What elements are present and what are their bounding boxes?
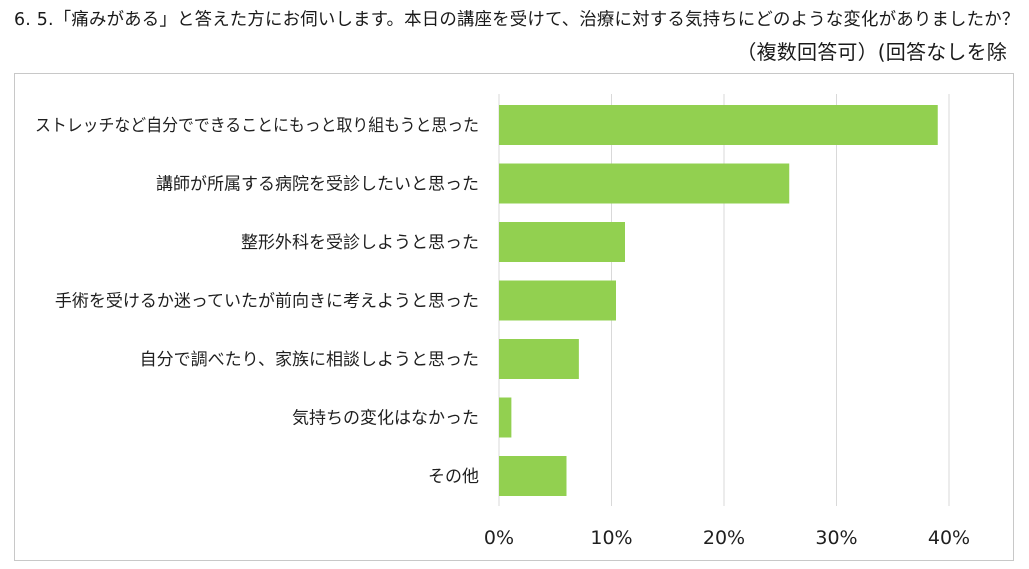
category-label: 自分で調べたり、家族に相談しようと思った <box>140 350 479 370</box>
bar-2 <box>499 163 790 204</box>
category-label: 手術を受けるか迷っていたが前向きに考えようと思った <box>55 292 479 312</box>
category-label: ストレッチなど自分でできることにもっと取り組もうと思った <box>35 116 479 136</box>
chart-subtitle: （複数回答可）(回答なしを除 <box>736 40 1007 64</box>
x-tick-label: 30% <box>815 527 857 549</box>
category-label: 講師が所属する病院を受診したいと思った <box>156 175 479 195</box>
chart-title: 6. 5.「痛みがある」と答えた方にお伺いします。本日の講座を受けて、治療に対す… <box>14 10 1020 30</box>
bars <box>499 105 938 496</box>
bar-4 <box>499 280 616 321</box>
bar-7 <box>499 456 567 496</box>
category-label: その他 <box>428 467 479 487</box>
bar-3 <box>499 222 625 262</box>
x-tick-label: 10% <box>590 527 632 549</box>
chart-area: ストレッチなど自分でできることにもっと取り組もうと思った講師が所属する病院を受診… <box>14 73 1014 561</box>
category-label: 気持ちの変化はなかった <box>292 409 479 429</box>
bar-1 <box>499 105 938 145</box>
bar-6 <box>499 397 512 438</box>
x-tick-label: 40% <box>928 527 970 549</box>
x-tick-label: 20% <box>703 527 745 549</box>
category-label: 整形外科を受診しようと思った <box>241 233 479 253</box>
bar-5 <box>499 339 579 379</box>
x-tick-label: 0% <box>484 527 514 549</box>
category-labels: ストレッチなど自分でできることにもっと取り組もうと思った講師が所属する病院を受診… <box>35 116 479 487</box>
x-axis-tick-labels: 0% 10% 20% 30% 40% <box>484 527 970 549</box>
bar-chart: ストレッチなど自分でできることにもっと取り組もうと思った講師が所属する病院を受診… <box>35 94 970 549</box>
